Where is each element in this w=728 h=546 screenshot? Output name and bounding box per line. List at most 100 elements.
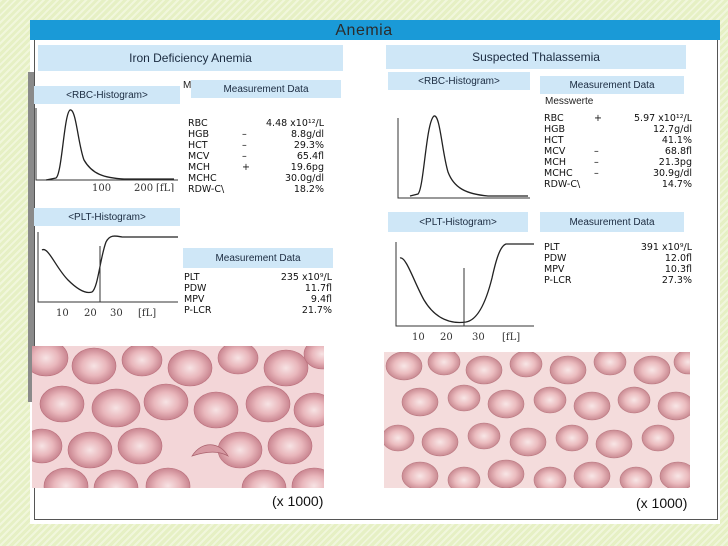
row-value: 29.3% xyxy=(293,140,324,151)
row-name: MCH xyxy=(544,157,566,168)
left-rbc-tick-100: 100 xyxy=(92,183,111,192)
row-value: 19.6pg xyxy=(290,162,324,173)
right-heading: Suspected Thalassemia xyxy=(386,45,686,69)
row-name: HGB xyxy=(188,129,210,140)
table-row: MCV – 68.8fl xyxy=(542,146,702,157)
row-value: 11.7fl xyxy=(304,283,332,294)
row-name: MPV xyxy=(544,264,565,275)
right-plt-measurement-title: Measurement Data xyxy=(540,212,684,232)
row-value: 27.3% xyxy=(661,275,692,286)
row-value: 235 x10⁹/L xyxy=(280,272,332,283)
right-plt-histogram: 10 20 30 [fL] xyxy=(392,238,536,342)
left-magnification: (x 1000) xyxy=(272,493,324,509)
right-blood-smear-image xyxy=(384,352,690,488)
left-plt-table: PLT 235 x10⁹/L PDW 11.7fl MPV 9.4fl P-LC… xyxy=(182,272,342,320)
left-fragment-letter: M xyxy=(183,80,192,91)
table-row: P-LCR 27.3% xyxy=(542,275,702,286)
left-plt-measurement-title: Measurement Data xyxy=(183,248,333,268)
row-name: PLT xyxy=(184,272,200,283)
table-row: PDW 11.7fl xyxy=(182,283,342,294)
row-value: 10.3fl xyxy=(664,264,692,275)
right-rbc-table: RBC + 5.97 x10¹²/L HGB 12.7g/dl HCT 41.1… xyxy=(542,113,702,203)
row-value: 21.3pg xyxy=(658,157,692,168)
left-plt-histogram-label: <PLT-Histogram> xyxy=(34,208,180,226)
row-value: 30.0g/dl xyxy=(284,173,324,184)
row-flag: – xyxy=(242,151,247,162)
table-row: RDW-C\ 14.7% xyxy=(542,179,702,190)
row-name: RBC xyxy=(188,118,208,129)
table-row: MCHC 30.0g/dl xyxy=(186,173,346,184)
table-row: MCV – 65.4fl xyxy=(186,151,346,162)
content-frame xyxy=(34,40,718,520)
row-value: 5.97 x10¹²/L xyxy=(634,113,692,124)
table-row: P-LCR 21.7% xyxy=(182,305,342,316)
row-value: 65.4fl xyxy=(296,151,324,162)
row-name: RBC xyxy=(544,113,564,124)
row-value: 12.0fl xyxy=(664,253,692,264)
row-value: 12.7g/dl xyxy=(652,124,692,135)
row-value: 9.4fl xyxy=(310,294,332,305)
row-name: P-LCR xyxy=(544,275,572,286)
row-name: RDW-C\ xyxy=(188,184,225,195)
title-bar xyxy=(30,20,720,40)
row-name: MPV xyxy=(184,294,205,305)
table-row: RDW-C\ 18.2% xyxy=(186,184,346,195)
row-flag: + xyxy=(594,113,602,124)
left-plt-tick-30: 30 xyxy=(110,308,123,319)
row-name: MCHC xyxy=(544,168,573,179)
row-flag: + xyxy=(242,162,250,173)
left-rbc-table: RBC 4.48 x10¹²/L HGB – 8.8g/dl HCT – 29.… xyxy=(186,118,346,208)
table-row: HCT – 29.3% xyxy=(186,140,346,151)
row-name: MCHC xyxy=(188,173,217,184)
right-rbc-measurement-title: Measurement Data xyxy=(540,76,684,94)
row-value: 30.9g/dl xyxy=(652,168,692,179)
left-rbc-measurement-title: Measurement Data xyxy=(191,80,341,98)
left-rbc-histogram-label: <RBC-Histogram> xyxy=(34,86,180,104)
table-row: MCH – 21.3pg xyxy=(542,157,702,168)
table-row: PLT 391 x10⁹/L xyxy=(542,242,702,253)
table-row: MCH + 19.6pg xyxy=(186,162,346,173)
row-flag: – xyxy=(594,146,599,157)
right-plt-tick-unit: [fL] xyxy=(502,332,520,342)
table-row: MPV 10.3fl xyxy=(542,264,702,275)
table-row: PLT 235 x10⁹/L xyxy=(182,272,342,283)
row-name: RDW-C\ xyxy=(544,179,581,190)
row-name: HGB xyxy=(544,124,566,135)
row-flag: – xyxy=(594,157,599,168)
row-flag: – xyxy=(242,129,247,140)
table-row: PDW 12.0fl xyxy=(542,253,702,264)
row-name: HCT xyxy=(188,140,208,151)
left-blood-smear-image xyxy=(32,346,324,488)
row-name: P-LCR xyxy=(184,305,212,316)
left-heading: Iron Deficiency Anemia xyxy=(38,45,343,71)
table-row: RBC + 5.97 x10¹²/L xyxy=(542,113,702,124)
right-plt-tick-10: 10 xyxy=(412,332,425,342)
slide-title: Anemia xyxy=(335,22,393,39)
row-value: 391 x10⁹/L xyxy=(640,242,692,253)
right-plt-histogram-label: <PLT-Histogram> xyxy=(388,212,528,232)
row-name: PDW xyxy=(544,253,567,264)
row-flag: – xyxy=(594,168,599,179)
left-rbc-tick-unit: [fL] xyxy=(156,183,174,192)
table-row: MCHC – 30.9g/dl xyxy=(542,168,702,179)
left-rbc-tick-200: 200 xyxy=(134,183,153,192)
left-plt-tick-20: 20 xyxy=(84,308,97,319)
right-plt-tick-30: 30 xyxy=(472,332,485,342)
row-name: MCV xyxy=(188,151,210,162)
table-row: HGB 12.7g/dl xyxy=(542,124,702,135)
table-row: HCT 41.1% xyxy=(542,135,702,146)
row-name: PDW xyxy=(184,283,207,294)
row-flag: – xyxy=(242,140,247,151)
row-name: MCH xyxy=(188,162,210,173)
row-name: HCT xyxy=(544,135,564,146)
right-plt-tick-20: 20 xyxy=(440,332,453,342)
row-name: MCV xyxy=(544,146,566,157)
left-edge-strip xyxy=(28,72,34,402)
left-plt-tick-unit: [fL] xyxy=(138,308,156,319)
right-rbc-histogram xyxy=(392,104,532,204)
right-plt-table: PLT 391 x10⁹/L PDW 12.0fl MPV 10.3fl P-L… xyxy=(542,242,702,290)
table-row: RBC 4.48 x10¹²/L xyxy=(186,118,346,129)
row-value: 68.8fl xyxy=(664,146,692,157)
row-value: 14.7% xyxy=(661,179,692,190)
table-row: MPV 9.4fl xyxy=(182,294,342,305)
